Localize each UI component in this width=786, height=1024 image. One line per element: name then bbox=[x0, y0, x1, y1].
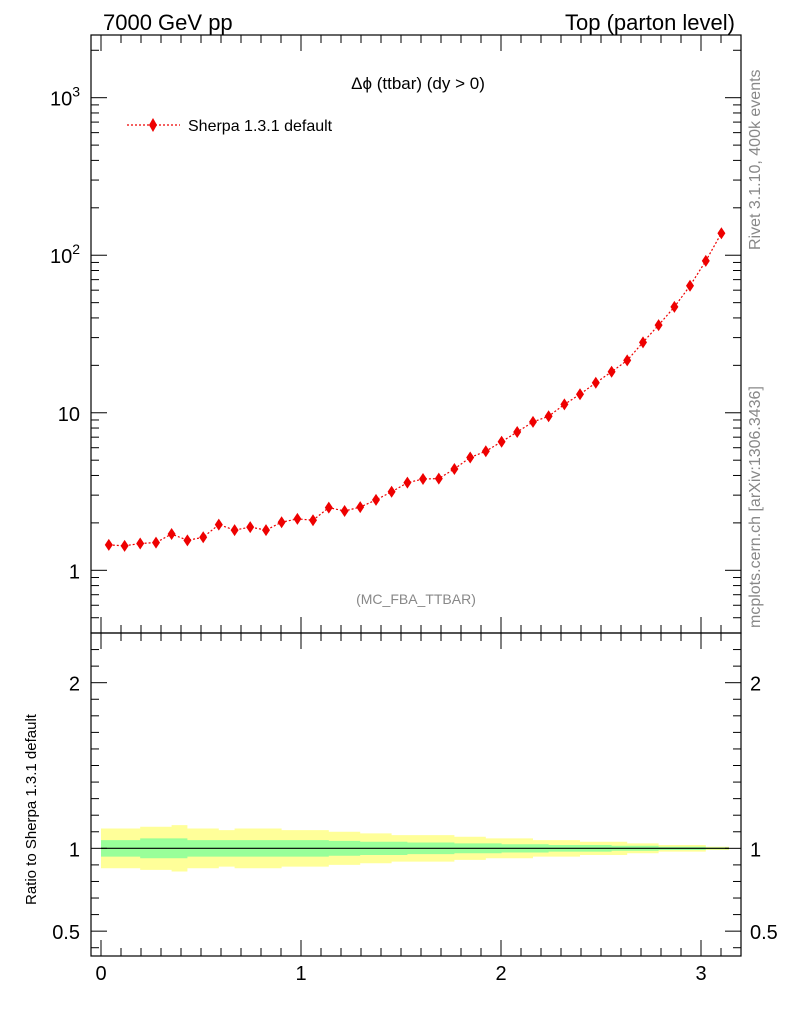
data-point bbox=[686, 279, 694, 292]
data-point bbox=[403, 476, 412, 489]
data-point bbox=[293, 512, 302, 525]
main-panel: 1 10 102 103 Δϕ (ttbar) (dy > 0) Sherpa 1.3… bbox=[50, 34, 742, 634]
ratio-y-tick-label-right: 0.5 bbox=[750, 922, 778, 944]
data-point bbox=[591, 376, 600, 389]
ratio-y-tick-label-right: 2 bbox=[750, 674, 761, 696]
data-point bbox=[560, 398, 569, 411]
data-point bbox=[214, 518, 223, 531]
data-point bbox=[466, 451, 475, 464]
legend-entry-label: Sherpa 1.3.1 default bbox=[188, 118, 333, 135]
ratio-y-tick-label-left: 2 bbox=[69, 674, 80, 696]
data-point bbox=[262, 524, 270, 537]
main-title: Δϕ (ttbar) (dy > 0) bbox=[351, 74, 485, 93]
y-tick-label: 10 bbox=[58, 404, 80, 426]
legend-marker bbox=[149, 118, 157, 132]
ratio-data-layer bbox=[101, 825, 729, 872]
data-point bbox=[309, 514, 317, 527]
data-point bbox=[199, 531, 208, 544]
data-point bbox=[607, 365, 616, 378]
x-tick-label: 1 bbox=[295, 963, 306, 985]
data-point bbox=[167, 528, 176, 541]
data-point bbox=[654, 319, 663, 332]
data-point bbox=[230, 524, 239, 537]
data-point bbox=[387, 485, 396, 498]
ratio-axes: 0 1 2 3 0.5 0.5 1 1 2 2 bbox=[52, 633, 778, 985]
data-point bbox=[497, 435, 506, 448]
rivet-version-label: Rivet 3.1.10, 400k events bbox=[747, 69, 764, 250]
data-point bbox=[246, 521, 255, 534]
data-point bbox=[356, 501, 365, 514]
main-axes: 1 10 102 103 bbox=[50, 35, 742, 634]
y-tick-label: 102 bbox=[50, 241, 80, 268]
data-point bbox=[639, 336, 647, 349]
data-point bbox=[434, 472, 443, 485]
data-point bbox=[529, 415, 537, 428]
x-tick-label: 2 bbox=[495, 963, 506, 985]
data-point bbox=[104, 538, 113, 551]
analysis-label: (MC_FBA_TTBAR) bbox=[356, 591, 476, 607]
ratio-y-tick-label-left: 1 bbox=[69, 839, 80, 861]
data-point bbox=[419, 472, 427, 485]
ratio-y-tick-label-right: 1 bbox=[750, 839, 761, 861]
data-point bbox=[544, 410, 553, 423]
data-point bbox=[152, 536, 160, 549]
main-data-layer bbox=[104, 227, 726, 552]
y-tick-label: 103 bbox=[50, 84, 80, 111]
data-point bbox=[481, 445, 490, 458]
data-point bbox=[340, 504, 349, 517]
header-left: 7000 GeV pp bbox=[103, 10, 233, 35]
data-point bbox=[576, 388, 584, 401]
y-tick-label: 1 bbox=[69, 561, 80, 583]
ratio-panel: 0 1 2 3 0.5 0.5 1 1 2 2 Ratio to Sherpa 1.3.1 def… bbox=[23, 632, 778, 985]
series-line bbox=[108, 232, 722, 547]
data-point bbox=[670, 300, 679, 313]
data-point bbox=[623, 354, 632, 367]
data-point bbox=[183, 534, 192, 547]
data-point bbox=[324, 501, 333, 514]
x-tick-label: 0 bbox=[95, 963, 106, 985]
data-point bbox=[120, 539, 129, 552]
data-point bbox=[136, 537, 145, 550]
mcplots-reference-label: mcplots.cern.ch [arXiv:1306.3436] bbox=[747, 386, 764, 628]
data-point bbox=[513, 425, 522, 438]
data-point bbox=[717, 227, 726, 240]
x-tick-label: 3 bbox=[695, 963, 706, 985]
data-point bbox=[372, 493, 380, 506]
ratio-y-axis-label: Ratio to Sherpa 1.3.1 default bbox=[23, 713, 40, 905]
legend: Sherpa 1.3.1 default bbox=[127, 118, 333, 135]
data-point bbox=[450, 462, 459, 475]
data-point bbox=[701, 254, 710, 267]
header-right: Top (parton level) bbox=[565, 10, 735, 35]
ratio-frame bbox=[90, 632, 742, 957]
data-point bbox=[277, 516, 286, 529]
ratio-y-tick-label-left: 0.5 bbox=[52, 922, 80, 944]
